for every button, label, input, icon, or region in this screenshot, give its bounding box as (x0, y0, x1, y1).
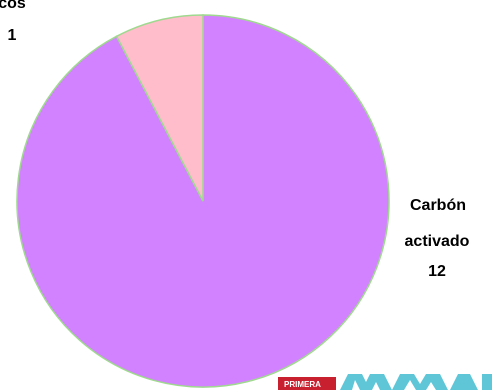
logo-banner-text: PRIMERA (284, 380, 321, 389)
pie-slices (16, 14, 390, 388)
logo-banner (278, 377, 336, 390)
pie-slice-1 (115, 14, 204, 202)
slice-label-tricos: tricos 1 (0, 0, 26, 44)
slice-label-carbon-value: 12 (428, 263, 446, 280)
slice-label-tricos-value: 1 (8, 27, 17, 44)
logo-watermark: PRIMERA (278, 374, 492, 390)
logo-mark-shape (450, 374, 478, 390)
slice-label-carbon-name-line1: Carbón (410, 197, 466, 214)
slice-label-tricos-name: tricos (0, 0, 26, 12)
slice-label-carbon-name-line2: activado (405, 233, 470, 250)
logo-mark-shape (340, 374, 392, 390)
slice-label-carbon-activado: Carbón activado 12 (405, 197, 470, 280)
logo-mark-shape (392, 374, 448, 390)
logo-mark-shape (482, 374, 492, 390)
pie-slice-0 (16, 14, 390, 388)
